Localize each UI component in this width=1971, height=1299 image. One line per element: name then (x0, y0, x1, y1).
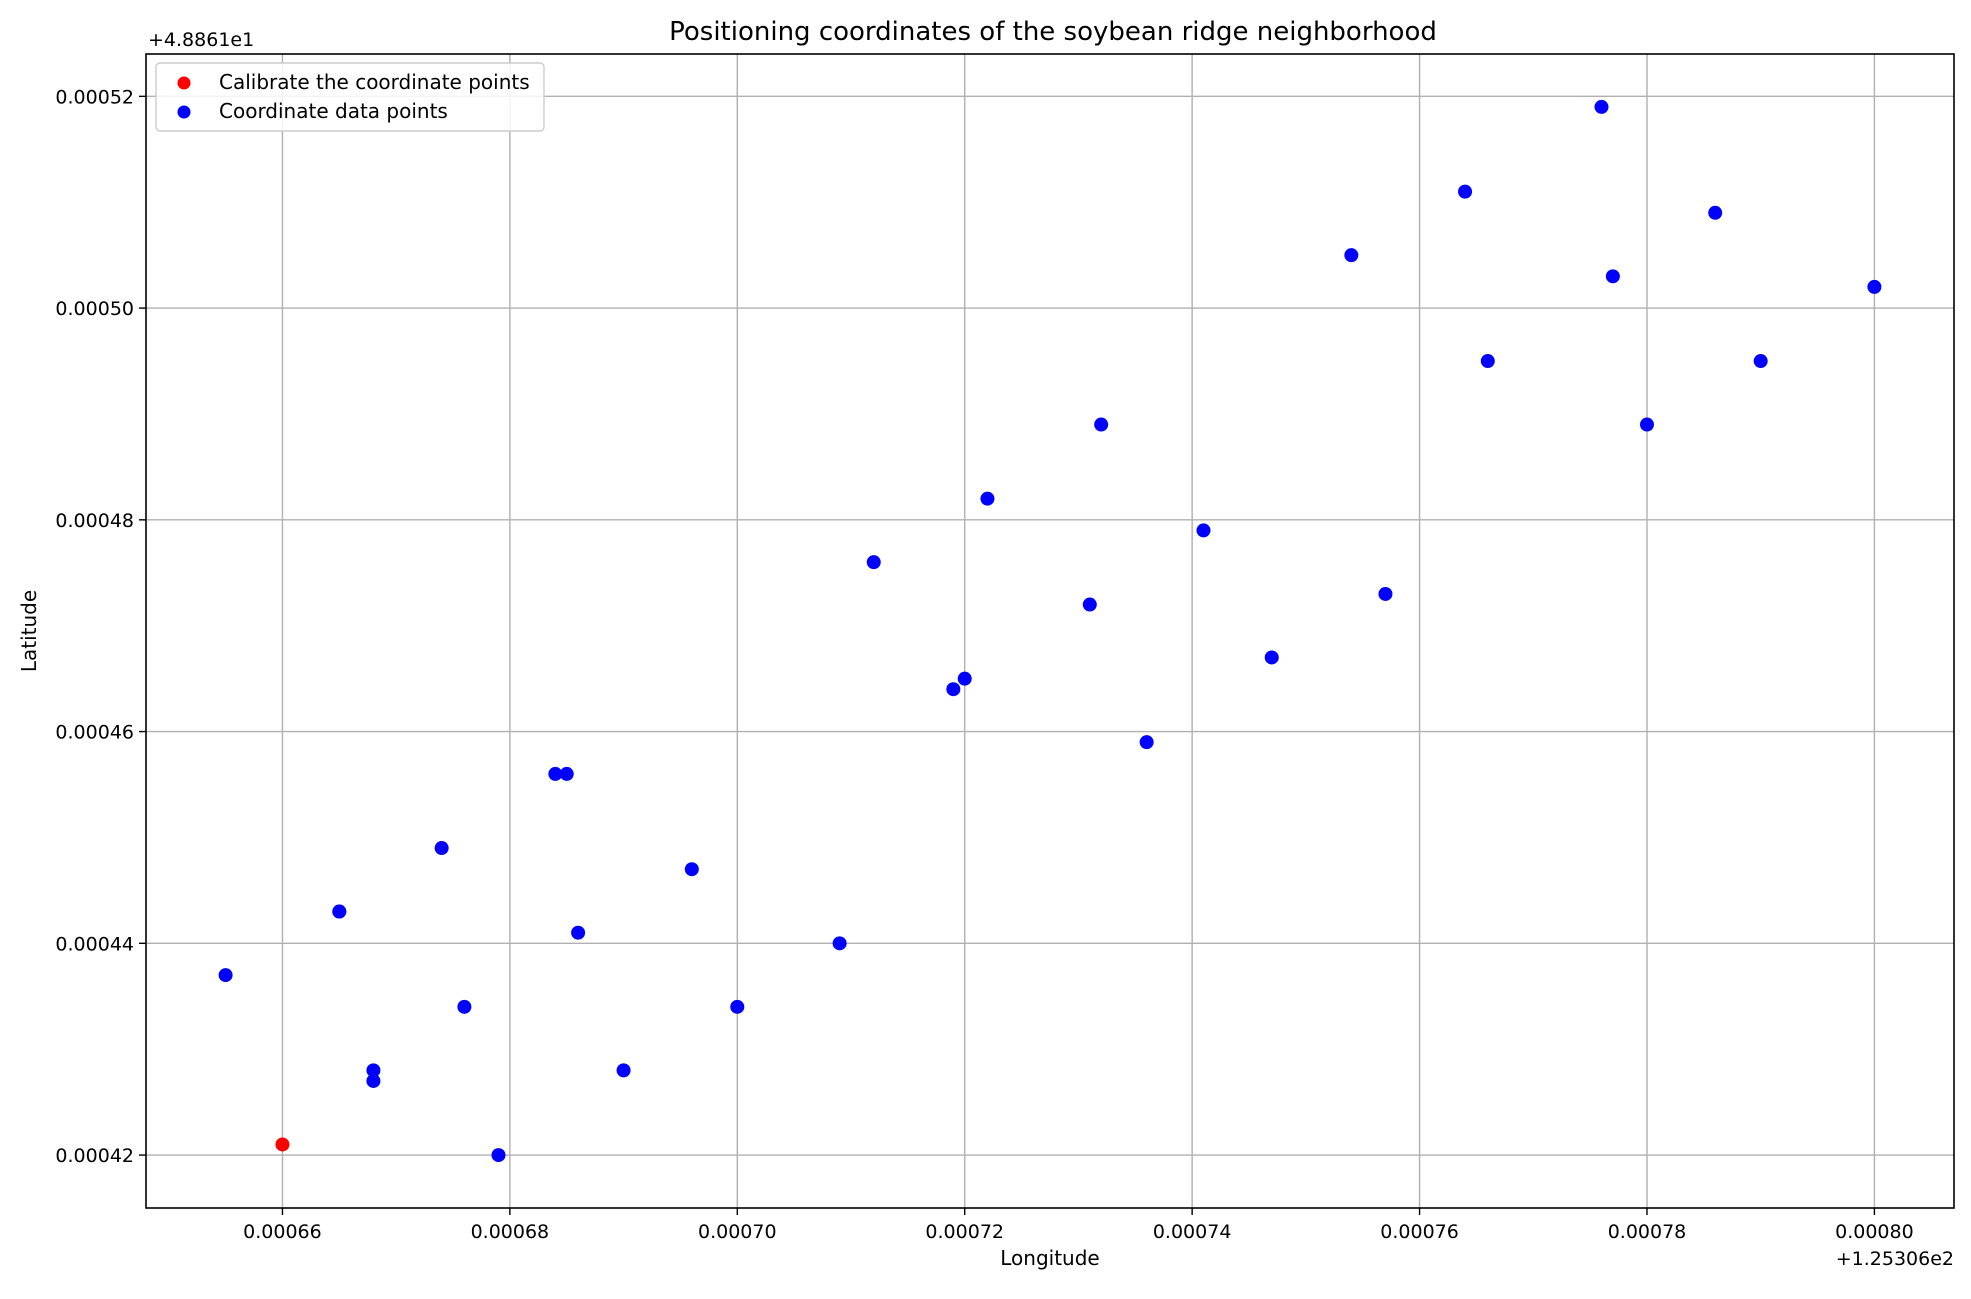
calibrate-point (275, 1137, 290, 1152)
x-tick-label: 0.00066 (243, 1221, 322, 1243)
coordinate-data-point (1708, 205, 1723, 220)
coordinate-data-point (1094, 417, 1109, 432)
coordinate-data-point (559, 766, 574, 781)
coordinate-data-point (218, 968, 233, 983)
coordinate-data-point (332, 904, 347, 919)
y-tick-label: 0.00052 (55, 86, 134, 108)
y-tick-label: 0.00046 (55, 722, 134, 744)
x-tick-label: 0.00074 (1153, 1221, 1232, 1243)
legend-marker-calibrate (177, 76, 191, 90)
y-tick-label: 0.00050 (55, 298, 134, 320)
coordinate-data-point (866, 555, 881, 570)
coordinate-data-point (832, 936, 847, 951)
x-tick-label: 0.00070 (698, 1221, 777, 1243)
x-tick-label: 0.00068 (471, 1221, 550, 1243)
coordinate-data-point (1867, 279, 1882, 294)
x-tick-label: 0.00072 (925, 1221, 1004, 1243)
coordinate-data-point (684, 862, 699, 877)
chart-title: Positioning coordinates of the soybean r… (669, 17, 1437, 47)
y-offset-label: +4.8861e1 (148, 29, 254, 51)
coordinate-data-point (1264, 650, 1279, 665)
coordinate-data-point (1753, 354, 1768, 369)
y-tick-label: 0.00044 (55, 933, 134, 955)
coordinate-data-point (957, 671, 972, 686)
coordinate-data-point (571, 925, 586, 940)
legend: Calibrate the coordinate points Coordina… (155, 62, 545, 132)
legend-box (155, 62, 545, 132)
x-tick-label: 0.00076 (1380, 1221, 1459, 1243)
coordinate-data-point (457, 999, 472, 1014)
coordinate-data-point (491, 1148, 506, 1163)
x-offset-label: +1.25306e2 (1836, 1248, 1954, 1270)
coordinate-data-point (946, 682, 961, 697)
y-tick-label: 0.00048 (55, 510, 134, 532)
data-points (218, 99, 1882, 1163)
coordinate-data-point (1458, 184, 1473, 199)
coordinate-data-point (1639, 417, 1654, 432)
legend-label-coordinate-data: Coordinate data points (219, 99, 448, 123)
x-axis-label: Longitude (1000, 1246, 1099, 1270)
coordinate-data-point (366, 1073, 381, 1088)
coordinate-data-point (1196, 523, 1211, 538)
coordinate-data-point (1344, 248, 1359, 263)
coordinate-data-point (1139, 735, 1154, 750)
y-tick-label: 0.00042 (55, 1145, 134, 1167)
x-tick-label: 0.00080 (1835, 1221, 1914, 1243)
legend-label-calibrate: Calibrate the coordinate points (219, 70, 530, 94)
coordinate-data-point (980, 491, 995, 506)
legend-marker-coordinate-data (177, 105, 191, 119)
coordinate-data-point (366, 1063, 381, 1078)
coordinate-data-point (616, 1063, 631, 1078)
coordinate-data-point (548, 766, 563, 781)
coordinate-data-point (1480, 354, 1495, 369)
coordinate-data-point (1082, 597, 1097, 612)
coordinate-data-point (1378, 586, 1393, 601)
x-tick-label: 0.00078 (1608, 1221, 1687, 1243)
y-axis-label: Latitude (17, 590, 41, 672)
coordinate-data-point (1594, 99, 1609, 114)
coordinate-data-point (434, 841, 449, 856)
x-axis-ticks: 0.00066 0.00068 0.00070 0.00072 0.00074 0.000… (243, 1208, 1914, 1243)
coordinate-data-point (730, 999, 745, 1014)
coordinate-data-point (1605, 269, 1620, 284)
grid (146, 54, 1954, 1208)
y-axis-ticks: 0.00042 0.00044 0.00046 0.00048 0.00050 0.000… (55, 86, 146, 1167)
plot-frame (145, 53, 1955, 1209)
